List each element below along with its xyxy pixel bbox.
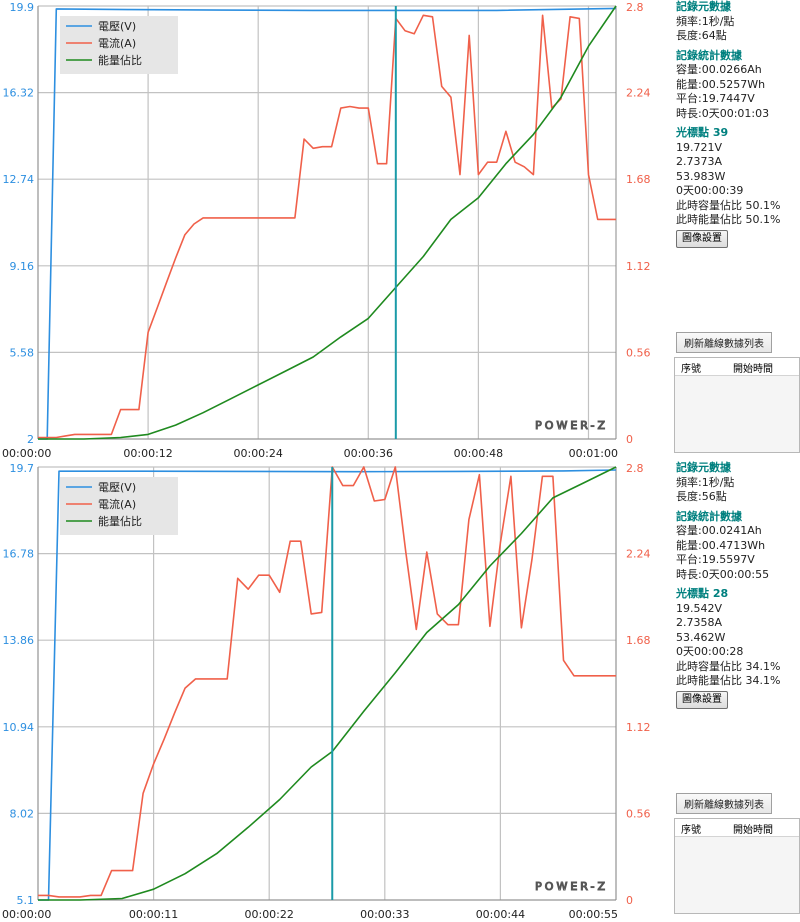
col-start-time-header[interactable]: 開始時間 <box>733 364 773 375</box>
legend-label: 電流(A) <box>98 36 136 50</box>
y-right-tick-label: 1.68 <box>626 634 651 647</box>
y-left-tick-label: 19.9 <box>10 1 35 14</box>
cursor-energy-ratio: 此時能量佔比 34.1% <box>676 674 781 687</box>
x-tick-label: 00:00:44 <box>476 908 525 921</box>
y-left-tick-label: 10.94 <box>3 721 35 734</box>
x-tick-label: 00:00:55 <box>569 908 618 921</box>
voltage-series-line <box>38 7 617 440</box>
frequency-text: 頻率:1秒/點 <box>676 14 735 28</box>
y-right-tick-label: 0.56 <box>626 346 651 359</box>
meta-title: 記錄元數據 <box>676 0 731 13</box>
y-left-tick-label: 8.02 <box>10 807 35 820</box>
stats-title: 記錄統計數據 <box>676 509 742 523</box>
y-left-tick-label: 5.1 <box>17 894 35 907</box>
current-series-line <box>38 466 616 898</box>
cursor-current: 2.7373A <box>676 155 723 168</box>
length-text: 長度:64點 <box>676 29 727 42</box>
legend-label: 能量佔比 <box>98 53 142 67</box>
legend-label: 電壓(V) <box>98 481 136 494</box>
y-right-tick-label: 0 <box>626 894 633 907</box>
y-right-tick-label: 0 <box>626 433 633 446</box>
capacity-text: 容量:00.0266Ah <box>676 63 762 76</box>
image-settings-button[interactable]: 圖像設置 <box>676 690 728 709</box>
y-left-tick-label: 16.78 <box>3 548 35 561</box>
refresh-offline-list-button[interactable]: 刷新離線數據列表 <box>676 793 772 814</box>
list-header: 序號 開始時間 <box>675 358 799 376</box>
energy-text: 能量:00.4713Wh <box>676 538 766 552</box>
col-start-time-header[interactable]: 開始時間 <box>733 825 773 836</box>
record-info-sidebar-1: 記錄元數據 頻率:1秒/點 長度:64點 記錄統計數據 容量:00.0266Ah… <box>676 0 800 248</box>
legend-label: 電流(A) <box>98 497 136 511</box>
cursor-power: 53.983W <box>676 169 726 183</box>
cursor-time: 0天00:00:39 <box>676 184 744 197</box>
cursor-time: 0天00:00:28 <box>676 645 744 658</box>
offline-data-list[interactable]: 序號 開始時間 <box>674 357 800 453</box>
platform-text: 平台:19.7447V <box>676 92 755 105</box>
col-index-header[interactable]: 序號 <box>681 825 701 836</box>
platform-text: 平台:19.5597V <box>676 553 755 566</box>
y-right-tick-label: 2.8 <box>626 1 644 14</box>
cursor-title: 光標點 39 <box>676 126 729 139</box>
y-left-tick-label: 16.32 <box>3 87 35 100</box>
refresh-offline-list-button[interactable]: 刷新離線數據列表 <box>676 332 772 353</box>
cursor-capacity-ratio: 此時容量佔比 50.1% <box>676 198 781 212</box>
legend-label: 能量佔比 <box>98 514 142 528</box>
cursor-capacity-ratio: 此時容量佔比 34.1% <box>676 659 781 673</box>
x-tick-label: 00:00:24 <box>233 447 282 460</box>
x-tick-label: 00:00:00 <box>2 447 51 460</box>
y-right-tick-label: 2.8 <box>626 462 644 475</box>
y-right-tick-label: 1.12 <box>626 260 651 273</box>
x-tick-label: 00:00:36 <box>344 447 393 460</box>
list-header: 序號 開始時間 <box>675 819 799 837</box>
current-series-line <box>38 14 616 439</box>
cursor-energy-ratio: 此時能量佔比 50.1% <box>676 213 781 226</box>
record-info-sidebar-2: 記錄元數據 頻率:1秒/點 長度:56點 記錄統計數據 容量:00.0241Ah… <box>676 461 800 709</box>
x-tick-label: 00:01:00 <box>569 447 618 460</box>
capacity-text: 容量:00.0241Ah <box>676 524 762 537</box>
power-z-watermark: POWER-Z <box>535 419 608 432</box>
duration-text: 時長:0天00:00:55 <box>676 567 770 581</box>
cursor-current: 2.7358A <box>676 616 723 629</box>
chart-panel-1: 2 0 5.58 0.56 9.16 1.12 12.74 1.68 16.32 2.24 19.9… <box>2 0 800 460</box>
voltage-series-line <box>38 469 617 901</box>
cursor-title: 光標點 28 <box>676 587 729 600</box>
energy-text: 能量:00.5257Wh <box>676 77 766 91</box>
col-index-header[interactable]: 序號 <box>681 364 701 375</box>
y-left-tick-label: 19.7 <box>10 462 35 475</box>
x-tick-label: 00:00:12 <box>123 447 172 460</box>
power-z-watermark: POWER-Z <box>535 880 608 893</box>
chart-panel-2: 5.1 0 8.02 0.56 10.94 1.12 13.86 1.68 16.78 2.24 1… <box>0 461 800 922</box>
cursor-voltage: 19.542V <box>676 601 723 615</box>
frequency-text: 頻率:1秒/點 <box>676 475 735 489</box>
x-tick-label: 00:00:11 <box>129 908 178 921</box>
y-right-tick-label: 0.56 <box>626 807 651 820</box>
image-settings-button[interactable]: 圖像設置 <box>676 229 728 248</box>
cursor-power: 53.462W <box>676 630 726 644</box>
x-tick-label: 00:00:00 <box>2 908 51 921</box>
line-chart-2: 5.1 0 8.02 0.56 10.94 1.12 13.86 1.68 16.78 2.24 1… <box>2 462 651 921</box>
legend-label: 電壓(V) <box>98 20 136 33</box>
duration-text: 時長:0天00:01:03 <box>676 106 770 120</box>
y-left-tick-label: 2 <box>27 433 34 446</box>
y-left-tick-label: 13.86 <box>3 634 35 647</box>
x-tick-label: 00:00:33 <box>360 908 409 921</box>
offline-data-list[interactable]: 序號 開始時間 <box>674 818 800 914</box>
x-tick-label: 00:00:22 <box>244 908 293 921</box>
y-left-tick-label: 9.16 <box>10 260 35 273</box>
y-right-tick-label: 1.68 <box>626 173 651 186</box>
cursor-voltage: 19.721V <box>676 140 723 154</box>
meta-title: 記錄元數據 <box>676 461 731 474</box>
y-right-tick-label: 2.24 <box>626 87 651 100</box>
x-tick-label: 00:00:48 <box>454 447 503 460</box>
stats-title: 記錄統計數據 <box>676 48 742 62</box>
length-text: 長度:56點 <box>676 490 727 503</box>
energy-ratio-series-line <box>38 5 617 440</box>
y-right-tick-label: 1.12 <box>626 721 651 734</box>
y-right-tick-label: 2.24 <box>626 548 651 561</box>
y-left-tick-label: 12.74 <box>3 173 35 186</box>
line-chart-1: 2 0 5.58 0.56 9.16 1.12 12.74 1.68 16.32 2.24 19.9… <box>2 1 651 460</box>
y-left-tick-label: 5.58 <box>10 346 35 359</box>
